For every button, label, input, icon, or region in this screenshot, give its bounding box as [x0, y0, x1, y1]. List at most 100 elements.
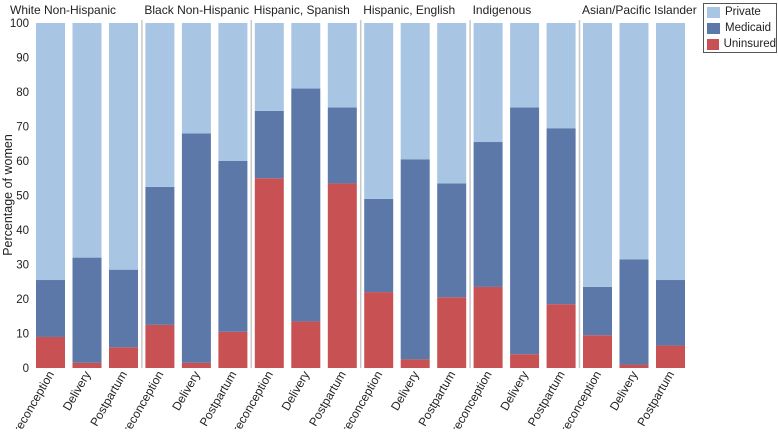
y-tick-label: 0 — [23, 363, 29, 375]
bar-segment-private — [145, 23, 175, 187]
bar-segment-medicaid — [437, 183, 467, 298]
bar-segment-uninsured — [656, 345, 685, 368]
bar-segment-medicaid — [109, 269, 138, 348]
x-tick-label: Delivery — [169, 369, 203, 414]
group-dividers — [141, 20, 581, 368]
bar-segment-medicaid — [218, 161, 248, 332]
legend-label: Private — [725, 6, 761, 18]
bar-segment-private — [36, 23, 65, 281]
x-tick-label: Postpartum — [87, 368, 130, 428]
bar-segment-uninsured — [327, 183, 357, 368]
bars — [36, 23, 685, 368]
bar-segment-medicaid — [473, 142, 503, 287]
bar-segment-uninsured — [510, 354, 540, 368]
group-label: Asian/Pacific Islander — [582, 3, 697, 17]
x-tick-label: Postpartum — [634, 368, 677, 428]
y-tick-label: 100 — [10, 18, 29, 30]
bar-segment-private — [583, 23, 612, 287]
bar-segment-private — [437, 23, 467, 184]
y-axis: 0 10 20 30 40 50 60 70 80 90 100 — [10, 18, 29, 375]
bar-segment-private — [254, 23, 284, 111]
bar-segment-uninsured — [218, 331, 248, 368]
legend-swatch — [707, 38, 719, 50]
bar-segment-private — [619, 23, 649, 260]
x-tick-label: Postpartum — [415, 368, 458, 428]
y-tick-label: 20 — [16, 294, 29, 306]
legend: Private Medicaid Uninsured — [703, 3, 777, 53]
x-tick-label: Delivery — [497, 369, 531, 414]
bar-segment-uninsured — [473, 286, 503, 368]
group-label: Indigenous — [473, 3, 532, 17]
bar-segment-uninsured — [583, 335, 612, 368]
bar-segment-private — [327, 23, 357, 108]
legend-item-private: Private — [704, 4, 776, 20]
x-tick-label: Postpartum — [306, 368, 349, 428]
bar-segment-private — [400, 23, 430, 160]
bar-segment-medicaid — [291, 88, 321, 322]
bar-segment-medicaid — [254, 110, 284, 179]
bar-segment-medicaid — [400, 159, 430, 360]
bar-segment-private — [218, 23, 248, 161]
legend-label: Medicaid — [725, 22, 772, 34]
bar-segment-uninsured — [364, 292, 394, 368]
y-tick-label: 90 — [16, 53, 29, 65]
bar-segment-uninsured — [254, 178, 284, 368]
x-tick-label: Delivery — [60, 369, 94, 414]
legend-item-medicaid: Medicaid — [704, 20, 776, 36]
group-label: Black Non-Hispanic — [144, 3, 249, 17]
bar-segment-medicaid — [145, 186, 175, 325]
x-tick-label: Preconception — [7, 369, 57, 430]
x-tick-label: Delivery — [388, 369, 422, 414]
x-tick-label: Postpartum — [525, 368, 568, 428]
bar-segment-medicaid — [656, 280, 685, 346]
legend-label: Uninsured — [723, 38, 776, 50]
bar-segment-medicaid — [181, 133, 211, 363]
bar-segment-uninsured — [181, 362, 211, 368]
bar-segment-private — [473, 23, 503, 143]
group-label: Hispanic, Spanish — [254, 3, 350, 17]
group-label: White Non-Hispanic — [10, 3, 116, 17]
bar-segment-private — [109, 23, 138, 270]
bar-segment-private — [656, 23, 685, 281]
y-tick-label: 30 — [16, 260, 29, 272]
bar-segment-medicaid — [72, 257, 102, 363]
y-tick-label: 60 — [16, 156, 29, 168]
bar-segment-uninsured — [145, 324, 175, 368]
bar-segment-uninsured — [437, 297, 467, 368]
bar-segment-private — [546, 23, 576, 129]
bar-segment-private — [364, 23, 394, 199]
bar-segment-medicaid — [619, 259, 649, 365]
bar-segment-uninsured — [546, 304, 576, 368]
legend-swatch — [707, 6, 720, 18]
bar-segment-medicaid — [583, 286, 612, 336]
bar-segment-medicaid — [364, 198, 394, 293]
bar-segment-uninsured — [400, 359, 430, 368]
bar-segment-uninsured — [619, 364, 649, 368]
bar-segment-private — [181, 23, 211, 134]
bar-segment-uninsured — [36, 336, 65, 368]
legend-swatch — [707, 22, 720, 34]
y-tick-label: 10 — [16, 329, 29, 341]
group-labels: White Non-Hispanic Black Non-Hispanic Hisp… — [10, 3, 697, 17]
x-tick-label: Delivery — [607, 369, 641, 414]
x-tick-label: Postpartum — [197, 368, 240, 428]
x-tick-label: Delivery — [279, 369, 313, 414]
y-tick-label: 80 — [16, 87, 29, 99]
bar-segment-medicaid — [327, 107, 357, 184]
x-axis-labels: Preconception DeliveryPostpartumPreconcep… — [7, 368, 677, 434]
bar-segment-medicaid — [36, 280, 65, 337]
bar-segment-private — [72, 23, 102, 258]
bar-segment-private — [510, 23, 540, 108]
bar-segment-uninsured — [291, 321, 321, 368]
bar-segment-uninsured — [72, 362, 102, 368]
bar-segment-medicaid — [510, 107, 540, 355]
y-tick-label: 40 — [16, 225, 29, 237]
y-tick-label: 70 — [16, 122, 29, 134]
y-tick-label: 50 — [16, 191, 29, 203]
bar-segment-private — [291, 23, 321, 89]
y-axis-title: Percentage of women — [1, 134, 15, 256]
bar-segment-medicaid — [546, 128, 576, 305]
bar-segment-uninsured — [109, 347, 138, 368]
